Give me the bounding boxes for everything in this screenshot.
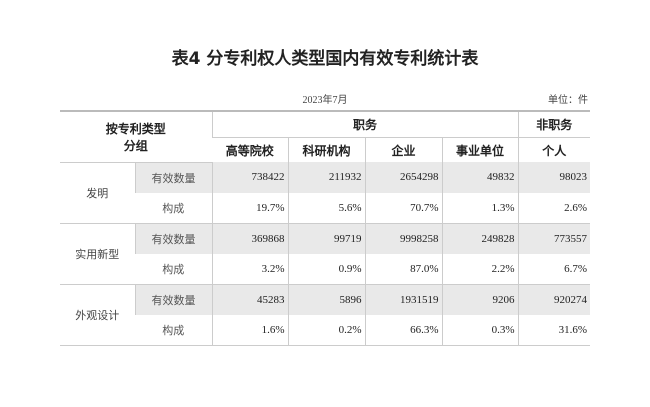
count-cell: 45283 bbox=[211, 284, 289, 315]
column-header: 企业 bbox=[364, 137, 443, 162]
share-cell: 2.6% bbox=[517, 192, 591, 224]
row-group: 外观设计 bbox=[60, 284, 135, 346]
share-cell: 2.2% bbox=[441, 253, 519, 285]
unit-label: 单位：件 bbox=[548, 95, 588, 106]
count-cell: 9998258 bbox=[364, 223, 443, 254]
count-cell: 1931519 bbox=[364, 284, 443, 315]
count-cell: 49832 bbox=[441, 162, 519, 193]
table-row: 外观设计 有效数量 45283 5896 1931519 9206 920274 bbox=[60, 284, 591, 346]
column-header: 个人 bbox=[517, 137, 591, 162]
table-title: 表4 分专利权人类型国内有效专利统计表 bbox=[171, 49, 479, 69]
count-cell: 5896 bbox=[287, 284, 366, 315]
row-label: 有效数量 bbox=[134, 284, 213, 315]
count-cell: 211932 bbox=[287, 162, 366, 193]
count-cell: 738422 bbox=[211, 162, 289, 193]
group-header-line1: 按专利类型 bbox=[105, 121, 166, 136]
count-cell: 9206 bbox=[441, 284, 519, 315]
table-row: 构成 3.2% 0.9% 87.0% 2.2% 6.7% bbox=[60, 253, 591, 285]
share-cell: 6.7% bbox=[517, 253, 591, 285]
date-label: 2023年7月 bbox=[302, 95, 348, 106]
count-cell: 99719 bbox=[287, 223, 366, 254]
table-row: 构成 19.7% 5.6% 70.7% 1.3% 2.6% bbox=[60, 192, 591, 224]
share-cell: 0.9% bbox=[287, 253, 366, 285]
group-header-line2: 分组 bbox=[123, 138, 148, 153]
share-cell: 19.7% bbox=[211, 192, 289, 224]
row-group: 发明 bbox=[60, 162, 135, 224]
table-row: 发明 有效数量 738422 211932 2654298 49832 98023 bbox=[60, 162, 591, 224]
row-label: 有效数量 bbox=[134, 162, 213, 193]
table-row: 实用新型 有效数量 369868 99719 9998258 249828 773557 bbox=[60, 223, 591, 285]
share-cell: 1.3% bbox=[441, 192, 519, 224]
share-cell: 0.3% bbox=[441, 314, 519, 346]
share-cell: 3.2% bbox=[211, 253, 289, 285]
count-cell: 920274 bbox=[517, 284, 591, 315]
count-cell: 2654298 bbox=[364, 162, 443, 193]
group-header: 按专利类型 分组 bbox=[60, 110, 213, 163]
row-label: 构成 bbox=[135, 253, 213, 285]
count-cell: 369868 bbox=[211, 223, 289, 254]
share-cell: 70.7% bbox=[364, 192, 443, 224]
count-cell: 773557 bbox=[517, 223, 591, 254]
non-service-header: 非职务 bbox=[517, 110, 591, 138]
column-header: 事业单位 bbox=[441, 137, 519, 162]
row-label: 有效数量 bbox=[134, 223, 213, 254]
share-cell: 66.3% bbox=[364, 314, 443, 346]
row-label: 构成 bbox=[135, 192, 213, 224]
share-cell: 0.2% bbox=[287, 314, 366, 346]
share-cell: 87.0% bbox=[364, 253, 443, 285]
row-label: 构成 bbox=[135, 314, 213, 346]
patent-table: 按专利类型 分组 职务 非职务 高等院校 科研机构 企业 事业单位 个人 发明 有效… bbox=[60, 110, 591, 346]
table-row: 构成 1.6% 0.2% 66.3% 0.3% 31.6% bbox=[60, 314, 591, 346]
column-header: 高等院校 bbox=[225, 143, 274, 158]
share-cell: 1.6% bbox=[211, 314, 289, 346]
share-cell: 5.6% bbox=[287, 192, 366, 224]
service-header: 职务 bbox=[211, 110, 519, 138]
count-cell: 98023 bbox=[517, 162, 591, 193]
column-header: 科研机构 bbox=[287, 137, 366, 162]
share-cell: 31.6% bbox=[517, 314, 591, 346]
row-group: 实用新型 bbox=[60, 223, 135, 285]
count-cell: 249828 bbox=[441, 223, 519, 254]
